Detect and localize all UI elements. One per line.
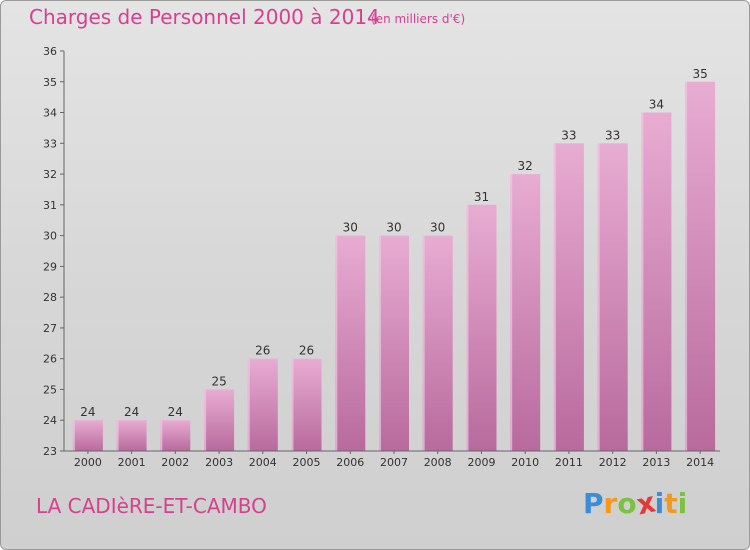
y-tick-label: 31	[43, 199, 57, 212]
logo-letter: P	[583, 487, 604, 520]
x-tick-label: 2008	[424, 456, 452, 469]
bar-2014	[685, 81, 716, 452]
logo-letter: o	[617, 487, 637, 520]
x-tick-label: 2011	[555, 456, 583, 469]
x-tick-label: 2006	[336, 456, 364, 469]
bar-2011	[553, 143, 584, 452]
data-label-2008: 30	[430, 221, 445, 235]
bar-2000	[72, 420, 103, 451]
bar-2004	[247, 358, 278, 451]
bar-2008	[422, 235, 453, 451]
data-label-2004: 26	[255, 344, 270, 358]
bar-2001	[116, 420, 147, 451]
x-tick-label: 2002	[161, 456, 189, 469]
y-tick-label: 30	[43, 230, 57, 243]
axis-layer: 2000 2001 2002 2003 2004 2005 2006 2007 2008 2009…	[43, 45, 720, 469]
x-tick-label: 2001	[118, 456, 146, 469]
bar-2009	[466, 204, 497, 451]
data-label-2000: 24	[80, 405, 95, 419]
y-tick-label: 33	[43, 137, 57, 150]
data-label-2013: 34	[649, 98, 664, 112]
chart-title: Charges de Personnel 2000 à 2014	[29, 5, 380, 29]
bar-highlight	[641, 112, 644, 451]
y-tick-label: 34	[43, 107, 57, 120]
y-tick-label: 29	[43, 260, 57, 273]
bar-2013	[641, 112, 672, 451]
logo-letter: i	[677, 487, 688, 520]
data-label-2002: 24	[168, 405, 183, 419]
data-label-2006: 30	[343, 221, 358, 235]
data-label-2003: 25	[211, 375, 226, 389]
proxiti-logo: Proxiti	[583, 485, 688, 521]
y-tick-label: 36	[43, 45, 57, 58]
y-tick-label: 27	[43, 322, 57, 335]
bar-highlight	[466, 204, 469, 451]
bar-2006	[335, 235, 366, 451]
data-label-2005: 26	[299, 344, 314, 358]
bar-highlight	[597, 143, 600, 452]
bar-highlight	[204, 389, 207, 451]
bar-highlight	[72, 420, 75, 451]
x-tick-label: 2000	[74, 456, 102, 469]
data-label-2009: 31	[474, 190, 489, 204]
data-label-2010: 32	[518, 159, 533, 173]
bar-highlight	[685, 81, 688, 452]
x-tick-label: 2013	[642, 456, 670, 469]
logo-letter: r	[603, 487, 618, 520]
bars-layer: 24 24 24 25 26 26 30 30 30 31 32 33 33 34 35	[72, 67, 716, 452]
y-tick-label: 23	[43, 445, 57, 458]
data-label-2014: 35	[692, 67, 707, 81]
y-tick-label: 35	[43, 76, 57, 89]
bar-highlight	[553, 143, 556, 452]
data-label-2007: 30	[386, 221, 401, 235]
bar-highlight	[247, 358, 250, 451]
bar-highlight	[335, 235, 338, 451]
x-tick-label: 2007	[380, 456, 408, 469]
bar-highlight	[510, 174, 513, 451]
y-tick-label: 28	[43, 291, 57, 304]
commune-name: LA CADIèRE-ET-CAMBO	[36, 494, 267, 518]
y-tick-label: 32	[43, 168, 57, 181]
x-tick-label: 2012	[599, 456, 627, 469]
data-label-2011: 33	[561, 128, 576, 142]
y-tick-label: 24	[43, 414, 57, 427]
bar-highlight	[379, 235, 381, 451]
logo-letter: t	[664, 487, 678, 520]
bar-highlight	[422, 235, 425, 451]
x-tick-label: 2005	[293, 456, 321, 469]
bar-2007	[379, 235, 409, 451]
bar-2002	[160, 420, 191, 451]
bar-highlight	[160, 420, 163, 451]
bar-2010	[510, 174, 541, 451]
y-tick-label: 25	[43, 383, 57, 396]
logo-letter: i	[654, 487, 665, 520]
bar-2003	[204, 389, 235, 451]
data-label-2001: 24	[124, 405, 139, 419]
bar-highlight	[291, 358, 294, 451]
x-tick-label: 2003	[205, 456, 233, 469]
chart-subtitle: (en milliers d'€)	[371, 12, 466, 26]
bar-2005	[291, 358, 322, 451]
data-label-2012: 33	[605, 128, 620, 142]
y-tick-label: 26	[43, 353, 57, 366]
x-tick-label: 2014	[686, 456, 714, 469]
bar-2012	[597, 143, 628, 452]
bar-highlight	[116, 420, 119, 451]
x-tick-label: 2004	[249, 456, 277, 469]
x-tick-label: 2009	[468, 456, 496, 469]
x-tick-label: 2010	[511, 456, 539, 469]
